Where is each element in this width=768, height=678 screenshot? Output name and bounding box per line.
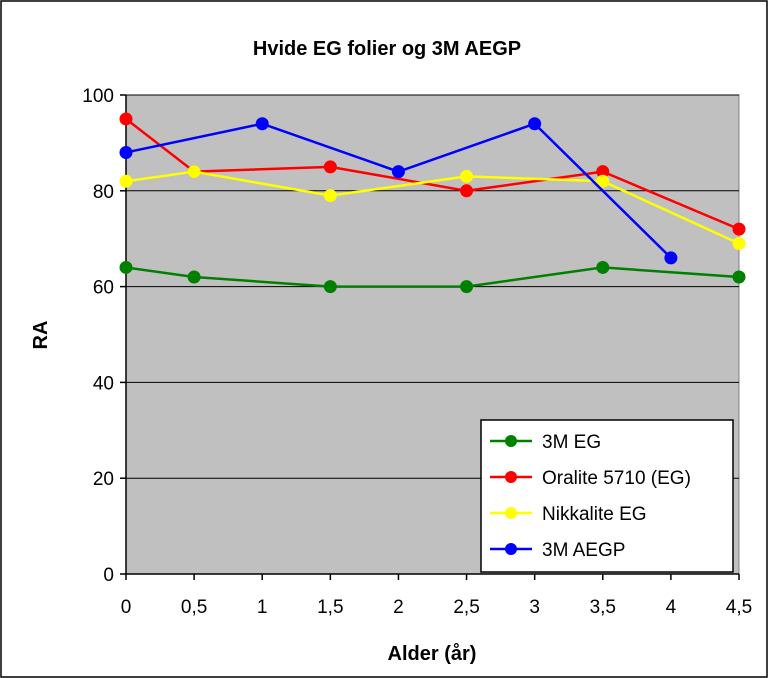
series-1 bbox=[119, 260, 746, 294]
x-tick-label: 0 bbox=[121, 597, 132, 618]
x-tick-label: 4 bbox=[666, 597, 677, 618]
data-point bbox=[119, 174, 133, 188]
data-point bbox=[460, 169, 474, 183]
legend-swatch-marker bbox=[505, 543, 517, 555]
legend-swatch-marker bbox=[505, 435, 517, 447]
y-axis-label: RA bbox=[30, 321, 52, 350]
data-point bbox=[323, 280, 337, 294]
legend-label: 3M EG bbox=[542, 432, 601, 453]
data-point bbox=[732, 270, 746, 284]
data-point bbox=[255, 117, 269, 131]
series-line bbox=[125, 266, 740, 288]
data-point bbox=[119, 260, 133, 274]
x-axis-label: Alder (år) bbox=[388, 642, 477, 665]
data-point bbox=[596, 260, 610, 274]
data-point bbox=[119, 112, 133, 126]
data-point bbox=[596, 174, 610, 188]
legend-label: Nikkalite EG bbox=[542, 504, 647, 525]
y-tick-label: 80 bbox=[93, 182, 114, 203]
legend-item: Oralite 5710 (EG) bbox=[490, 468, 691, 489]
legend-swatch-marker bbox=[505, 507, 517, 519]
x-tick-label: 1 bbox=[257, 597, 268, 618]
legend-label: Oralite 5710 (EG) bbox=[542, 468, 691, 489]
legend: 3M EG Oralite 5710 (EG) Nikkalite EG 3M AEG… bbox=[480, 419, 734, 573]
data-point bbox=[664, 251, 678, 265]
data-point bbox=[187, 165, 201, 179]
x-tick-label: 2,5 bbox=[453, 597, 479, 618]
x-tick-label: 4,5 bbox=[726, 597, 752, 618]
legend-swatch-marker bbox=[505, 471, 517, 483]
x-tick-label: 2 bbox=[393, 597, 404, 618]
y-tick-label: 40 bbox=[93, 373, 114, 394]
data-point bbox=[323, 189, 337, 203]
data-point bbox=[732, 222, 746, 236]
legend-label: 3M AEGP bbox=[542, 540, 625, 561]
x-tick-label: 0,5 bbox=[181, 597, 207, 618]
y-tick-label: 0 bbox=[103, 565, 114, 586]
data-point bbox=[119, 145, 133, 159]
chart-title: Hvide EG folier og 3M AEGP bbox=[253, 38, 521, 60]
x-tick-label: 3,5 bbox=[590, 597, 616, 618]
data-point bbox=[528, 117, 542, 131]
y-tick-label: 20 bbox=[93, 469, 114, 490]
x-tick-label: 1,5 bbox=[317, 597, 343, 618]
series-layer bbox=[119, 112, 746, 294]
y-tick-label: 60 bbox=[93, 278, 114, 299]
data-point bbox=[596, 165, 610, 179]
data-point bbox=[732, 236, 746, 250]
data-point bbox=[187, 270, 201, 284]
series-line bbox=[125, 170, 740, 245]
series-4 bbox=[119, 117, 678, 265]
series-line bbox=[125, 117, 740, 231]
legend-item: 3M AEGP bbox=[490, 540, 625, 561]
data-point bbox=[460, 184, 474, 198]
series-3 bbox=[119, 165, 746, 250]
legend-item: Nikkalite EG bbox=[490, 504, 647, 525]
legend-box bbox=[480, 419, 734, 573]
x-tick-label: 3 bbox=[529, 597, 540, 618]
data-point bbox=[460, 280, 474, 294]
data-point bbox=[323, 160, 337, 174]
legend-item: 3M EG bbox=[490, 432, 601, 453]
y-tick-label: 100 bbox=[82, 86, 114, 107]
data-point bbox=[391, 165, 405, 179]
